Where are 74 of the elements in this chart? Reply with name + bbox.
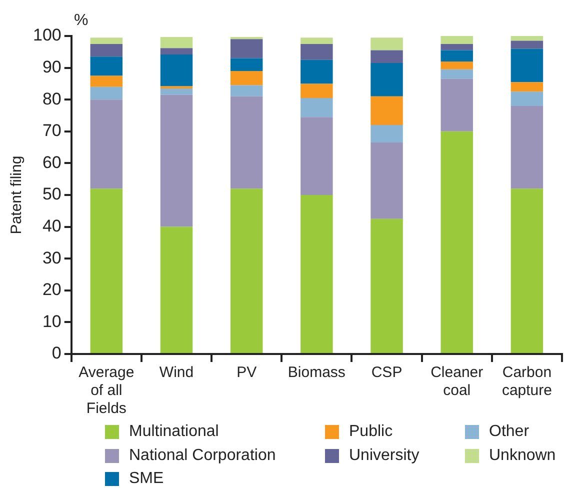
- y-tick-label: 50: [42, 184, 62, 204]
- bar: [90, 76, 123, 87]
- legend-label: Other: [489, 423, 530, 441]
- y-tick-label: 40: [42, 216, 62, 236]
- y-tick-label: 60: [42, 152, 62, 172]
- legend-label: SME: [129, 470, 164, 488]
- bar: [230, 58, 263, 71]
- bar: [370, 96, 403, 126]
- bar: [370, 218, 403, 353]
- legend-label: Unknown: [489, 447, 556, 465]
- y-tick-label: 70: [42, 121, 62, 140]
- bar: [440, 78, 473, 132]
- bar: [90, 38, 123, 44]
- y-tick-label: 90: [42, 57, 62, 76]
- x-tick-label: Wind: [159, 364, 194, 382]
- legend-label: University: [349, 447, 420, 465]
- bar: [510, 82, 544, 92]
- bar: [90, 56, 123, 76]
- bar: [300, 195, 333, 353]
- bar: [160, 54, 193, 86]
- x-tick-label: Cleaner coal: [430, 364, 484, 400]
- bar: [160, 88, 193, 95]
- bar: [510, 48, 544, 82]
- bar: [370, 50, 403, 64]
- bar: [510, 40, 544, 49]
- bar: [300, 84, 333, 98]
- bar: [300, 98, 333, 118]
- bar: [440, 131, 473, 353]
- x-tick-label: CSP: [371, 364, 402, 382]
- bar: [160, 48, 193, 54]
- bar: [90, 44, 123, 57]
- x-tick-label: Average of all Fields: [78, 364, 134, 418]
- bar: [300, 117, 333, 195]
- bar: [300, 38, 333, 44]
- bar: [160, 226, 193, 353]
- y-tick-label: 20: [42, 280, 62, 300]
- bar: [510, 188, 544, 353]
- bar: [90, 100, 123, 189]
- bar: [440, 50, 473, 62]
- legend-label: National Corporation: [129, 447, 276, 465]
- bar: [230, 96, 263, 189]
- bar: [160, 36, 193, 48]
- x-tick-label: Carbon capture: [502, 364, 552, 400]
- bar: [230, 188, 263, 353]
- x-tick-label: Biomass: [288, 364, 346, 382]
- bar: [230, 39, 263, 58]
- bar: [510, 36, 544, 41]
- y-axis-title: Patent filing: [8, 156, 26, 234]
- bar: [160, 94, 193, 227]
- bar: [370, 38, 403, 50]
- y-tick-label: 80: [42, 89, 62, 108]
- bar: [510, 92, 544, 106]
- legend-label: Public: [349, 423, 393, 441]
- text: %: [74, 12, 88, 30]
- bar: [370, 142, 403, 219]
- bar: [440, 69, 473, 79]
- y-tick-label: 10: [42, 312, 62, 331]
- bar: [440, 61, 473, 70]
- bar: [300, 44, 333, 60]
- y-tick-label: 30: [42, 248, 62, 268]
- bar: [90, 188, 123, 353]
- y-tick-label: 0: [52, 344, 62, 363]
- bar: [440, 44, 473, 50]
- bar: [440, 36, 473, 44]
- bar: [370, 125, 403, 143]
- bar: [230, 70, 263, 86]
- bar: [370, 63, 403, 96]
- bar: [510, 106, 544, 189]
- y-tick-label: 100: [32, 26, 62, 45]
- legend-label: Multinational: [129, 423, 219, 441]
- bar: [90, 86, 123, 100]
- bar: [230, 85, 263, 96]
- x-tick-label: PV: [236, 364, 257, 382]
- bar: [300, 60, 333, 84]
